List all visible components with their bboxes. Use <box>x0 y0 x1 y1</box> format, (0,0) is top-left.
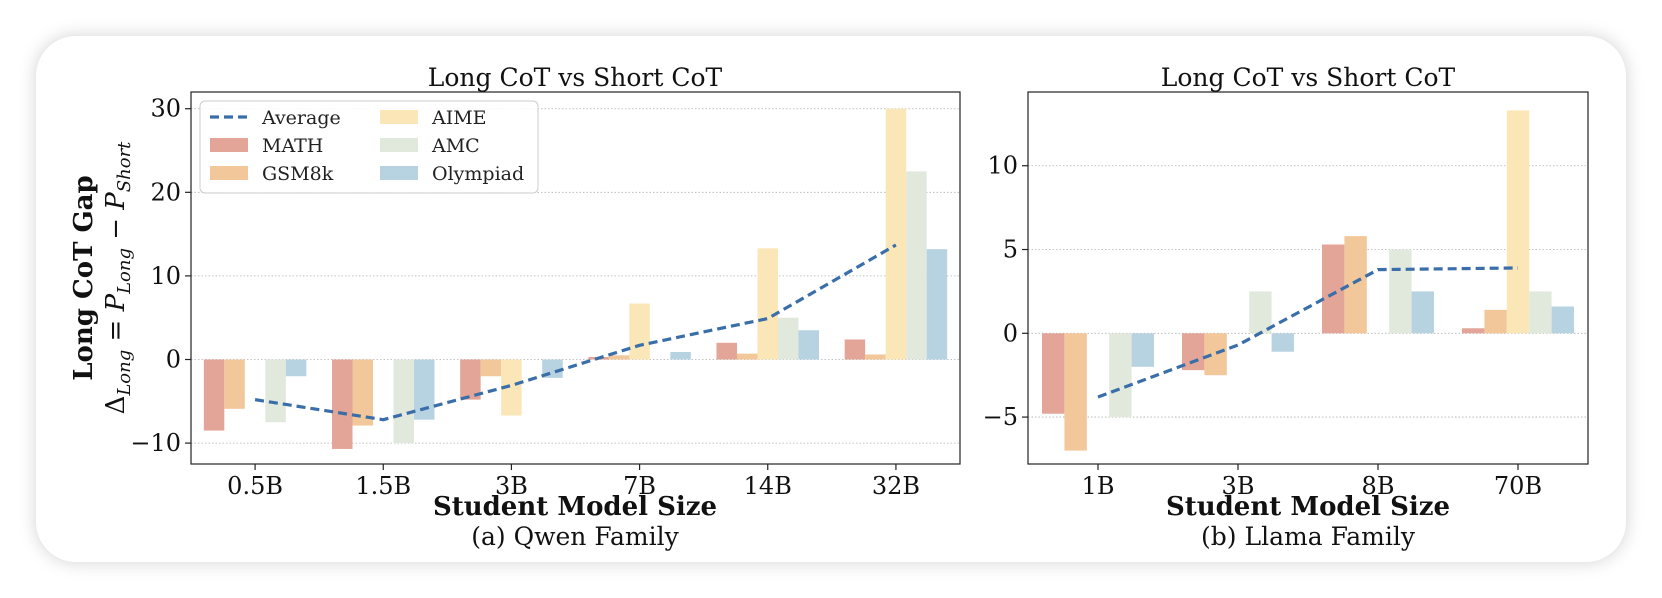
y-tick-label: 5 <box>1003 236 1018 264</box>
y-tick-label: 20 <box>150 178 181 206</box>
bar-gsm8k-8b <box>1344 236 1367 334</box>
legend-amc-swatch <box>380 138 418 152</box>
x-tick-label: 1B <box>1082 472 1115 500</box>
panel-b-bars <box>1042 110 1574 451</box>
y-tick-label: −10 <box>130 429 181 457</box>
legend-olympiad-swatch <box>380 166 418 180</box>
bar-olympiad-32b <box>926 249 948 360</box>
legend-math-swatch <box>210 138 248 152</box>
bar-math-14b <box>716 342 737 360</box>
y-axis-formula-group: ΔLong = PLong − PShort <box>101 141 135 415</box>
bar-math-1-5b <box>331 359 353 449</box>
y-axis-label-group: Long CoT Gap <box>69 175 99 380</box>
y-axis-label: Long CoT Gap <box>69 175 99 380</box>
y-tick-label: −5 <box>983 403 1018 431</box>
bar-amc-14b <box>778 317 799 360</box>
bar-olympiad-1-5b <box>414 359 435 420</box>
x-tick-label: 3B <box>1222 472 1255 500</box>
x-tick-label: 14B <box>744 472 792 500</box>
y-axis-formula: ΔLong = PLong − PShort <box>101 141 135 415</box>
bar-amc-8b <box>1389 249 1412 334</box>
panel-a-x-axis-label: Student Model Size <box>433 492 717 522</box>
x-tick-label: 70B <box>1494 472 1542 500</box>
average-line <box>254 243 897 422</box>
bar-gsm8k-1b <box>1064 333 1087 451</box>
bar-math-1b <box>1042 333 1065 414</box>
y-tick-label: 0 <box>166 346 181 374</box>
legend-aime-label: AIME <box>431 107 487 129</box>
panel-a-y-ticks: −10 0 10 20 30 <box>130 95 191 457</box>
bar-gsm8k-7b <box>608 355 630 360</box>
bar-math-32b <box>844 339 866 360</box>
legend: Average MATH GSM8k AIME AMC Olympiad <box>199 100 539 194</box>
bar-math-70b <box>1462 328 1485 334</box>
x-tick-label: 0.5B <box>227 472 283 500</box>
bar-olympiad-7b <box>670 351 691 360</box>
bar-aime-32b <box>885 108 907 360</box>
panel-b-frame <box>1027 91 1589 465</box>
bar-amc-3b <box>1249 291 1272 334</box>
panel-b-y-ticks: −5 0 5 10 <box>983 152 1028 431</box>
y-tick-label: 0 <box>1003 319 1018 347</box>
x-tick-label: 3B <box>495 472 528 500</box>
legend-gsm8k-label: GSM8k <box>262 163 334 185</box>
bar-gsm8k-14b <box>736 353 758 360</box>
legend-aime-swatch <box>380 110 418 124</box>
bar-amc-0-5b <box>265 359 286 423</box>
bar-math-3b <box>460 359 481 400</box>
panel-a-frame <box>190 91 961 465</box>
panel-a-average-line <box>254 243 897 422</box>
legend-gsm8k-swatch <box>210 166 248 180</box>
bar-math-8b <box>1322 244 1345 334</box>
bar-amc-1b <box>1109 333 1132 418</box>
bar-olympiad-1b <box>1131 333 1154 367</box>
bar-amc-32b <box>906 171 927 360</box>
panel-b-average-line <box>1097 266 1519 399</box>
bar-gsm8k-3b <box>1204 333 1227 376</box>
x-tick-label: 1.5B <box>355 472 411 500</box>
bar-math-3b <box>1182 333 1205 371</box>
y-tick-label: 10 <box>150 262 181 290</box>
legend-amc-label: AMC <box>431 135 480 157</box>
bar-aime-7b <box>629 303 650 360</box>
legend-box <box>199 100 539 194</box>
bar-olympiad-3b <box>1271 333 1294 352</box>
panel-b-title: Long CoT vs Short CoT <box>1161 63 1456 92</box>
panel-b-x-axis-label: Student Model Size <box>1166 492 1450 522</box>
panel-a-gridlines <box>191 108 960 444</box>
y-tick-label: 30 <box>150 95 181 123</box>
panel-llama: Long CoT vs Short CoT −5 0 5 10 1B 3B 8B 70B S… <box>983 63 1589 551</box>
panel-qwen: Long CoT vs Short CoT −10 0 10 20 30 0.5B 1.5… <box>130 63 961 551</box>
x-tick-label: 32B <box>872 472 920 500</box>
bar-gsm8k-0-5b <box>224 359 245 409</box>
bar-olympiad-70b <box>1551 306 1574 334</box>
x-tick-label: 7B <box>623 472 656 500</box>
legend-math-label: MATH <box>262 135 323 157</box>
panel-b-x-ticks: 1B 3B 8B 70B <box>1082 464 1542 500</box>
y-tick-label: 10 <box>987 152 1018 180</box>
legend-average-label: Average <box>261 107 341 129</box>
bar-aime-70b <box>1506 110 1530 334</box>
panel-a-caption: (a) Qwen Family <box>471 522 679 551</box>
bar-math-0-5b <box>203 359 225 431</box>
bar-amc-1-5b <box>393 359 415 444</box>
panel-a-bars <box>203 108 948 449</box>
panel-a-title: Long CoT vs Short CoT <box>428 63 723 92</box>
bar-amc-70b <box>1529 291 1552 334</box>
legend-olympiad-label: Olympiad <box>432 163 524 185</box>
average-line <box>1097 266 1519 399</box>
bar-gsm8k-3b <box>480 359 502 377</box>
panel-a-x-ticks: 0.5B 1.5B 3B 7B 14B 32B <box>227 464 920 500</box>
x-tick-label: 8B <box>1362 472 1395 500</box>
bar-olympiad-0-5b <box>285 359 307 377</box>
bar-gsm8k-32b <box>865 354 886 360</box>
panel-b-caption: (b) Llama Family <box>1201 522 1416 551</box>
bar-gsm8k-70b <box>1484 309 1507 334</box>
bar-olympiad-14b <box>798 330 820 360</box>
bar-aime-3b <box>501 359 522 416</box>
bar-aime-14b <box>757 248 779 360</box>
bar-olympiad-8b <box>1411 291 1434 334</box>
bar-gsm8k-1-5b <box>352 359 373 426</box>
